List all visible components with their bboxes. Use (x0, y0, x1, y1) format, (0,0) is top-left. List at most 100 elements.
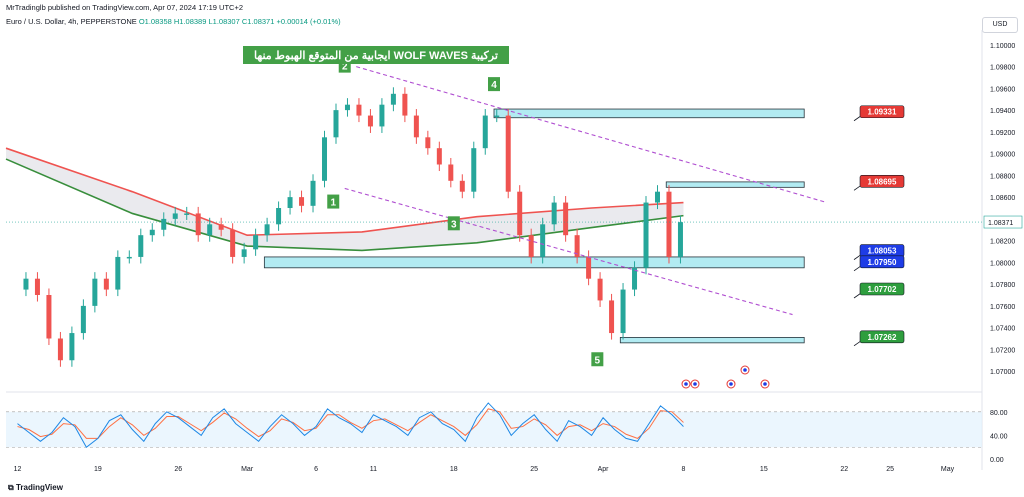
publisher-line: MrTradinglb published on TradingView.com… (6, 3, 244, 12)
candle-body (505, 115, 511, 192)
x-tick-label: 8 (682, 466, 686, 473)
candle-body (195, 213, 201, 236)
chart-title: تركيبة WOLF WAVES ايجابية من المتوقع اله… (254, 50, 498, 62)
price-tag-box (859, 105, 905, 119)
y-tick-label: 1.09600 (990, 86, 1015, 93)
candle-body (379, 104, 385, 127)
price-tag-box (859, 255, 905, 269)
x-tick-label: 11 (370, 466, 377, 473)
candle-body (172, 213, 178, 219)
candle-body (57, 338, 63, 361)
candle-body (436, 148, 442, 165)
candle-body (333, 110, 339, 138)
oscillator-band (6, 411, 982, 448)
candle-body (517, 191, 523, 236)
ohlc-values: O1.08358 H1.08389 L1.08307 C1.08371 +0.0… (138, 17, 341, 26)
y-tick-label: 1.07600 (990, 304, 1015, 311)
candle-body (356, 104, 362, 116)
y-tick-label: 1.07000 (990, 369, 1015, 376)
y-tick-label: 1.09200 (990, 130, 1015, 137)
candle-body (677, 222, 683, 257)
candle-body (23, 278, 29, 290)
candle-body (92, 278, 98, 306)
candle-body (34, 278, 40, 295)
candle-body (276, 208, 282, 225)
y-tick-label: 1.08800 (990, 173, 1015, 180)
wave-point-label: 2 (342, 62, 348, 73)
oscillator-tick-label: 0.00 (990, 457, 1004, 464)
candle-body (413, 115, 419, 138)
oscillator-tick-label: 40.00 (990, 433, 1008, 440)
candle-body (482, 115, 488, 149)
y-tick-label: 1.09000 (990, 152, 1015, 159)
price-tag-label: 1.08053 (868, 247, 897, 256)
candle-body (586, 256, 592, 279)
y-tick-label: 1.09400 (990, 108, 1015, 115)
wolfe-trend-line (344, 187, 793, 316)
wave-point-label: 4 (491, 80, 497, 91)
current-price-box (983, 215, 1023, 229)
zone-rect (493, 108, 805, 119)
candle-body (574, 235, 580, 257)
y-tick-label: 1.08000 (990, 260, 1015, 267)
y-tick-label: 1.08200 (990, 239, 1015, 246)
price-tag-label: 1.07262 (868, 333, 897, 342)
tradingview-logo-icon: ⧉ (8, 483, 14, 492)
candle-body (643, 202, 649, 268)
candle-body (184, 213, 190, 215)
wave-point-label: 3 (451, 219, 457, 230)
candle-body (459, 180, 465, 192)
event-flag-icon-dot (684, 382, 688, 386)
wolfe-trend-line (356, 66, 828, 204)
y-tick-label: 1.07400 (990, 326, 1015, 333)
currency-button[interactable]: USD (982, 17, 1018, 33)
symbol-legend: Euro / U.S. Dollar, 4h, PEPPERSTONE O1.0… (6, 17, 341, 26)
candle-body (241, 249, 247, 257)
zone-rect (665, 181, 805, 188)
candle-body (390, 93, 396, 105)
x-tick-label: May (941, 466, 955, 473)
candle-body (149, 229, 155, 236)
y-tick-label: 1.07800 (990, 282, 1015, 289)
candle-body (230, 229, 236, 257)
price-tag-label: 1.09331 (868, 108, 897, 117)
candle-body (367, 115, 373, 127)
wave-point-badge (327, 194, 340, 209)
x-tick-label: 22 (840, 466, 848, 473)
candle-body (126, 256, 132, 259)
candle-body (620, 289, 626, 334)
x-tick-label: 25 (530, 466, 538, 473)
oscillator-d-line (17, 408, 684, 439)
candle-body (344, 104, 350, 111)
wave-point-badge (488, 77, 500, 92)
event-flag-icon-dot (763, 382, 767, 386)
candle-body (540, 224, 546, 257)
y-tick-label: 1.09800 (990, 65, 1015, 72)
y-tick-label: 1.08600 (990, 195, 1015, 202)
wave-point-label: 1 (330, 198, 336, 209)
x-tick-label: 6 (314, 466, 318, 473)
oscillator-tick-label: 80.00 (990, 410, 1008, 417)
wave-point-label: 5 (595, 355, 601, 366)
candle-body (654, 191, 660, 203)
ma-line-2 (5, 158, 684, 252)
x-tick-label: 15 (760, 466, 768, 473)
x-tick-label: 19 (94, 466, 102, 473)
event-flag-icon-dot (743, 368, 747, 372)
candle-body (310, 180, 316, 206)
symbol-title: Euro / U.S. Dollar, 4h, PEPPERSTONE (6, 17, 137, 26)
x-tick-label: Apr (598, 466, 610, 473)
candle-body (448, 164, 454, 181)
price-tag-label: 1.07950 (868, 258, 897, 267)
candle-body (471, 148, 477, 192)
candle-body (632, 267, 638, 290)
price-tag-label: 1.08695 (868, 177, 897, 186)
candle-body (563, 202, 569, 236)
candle-body (80, 305, 86, 334)
candle-body (494, 115, 500, 118)
x-tick-label: 12 (14, 466, 22, 473)
ma-band-fill (6, 148, 684, 251)
candle-body (551, 202, 557, 225)
